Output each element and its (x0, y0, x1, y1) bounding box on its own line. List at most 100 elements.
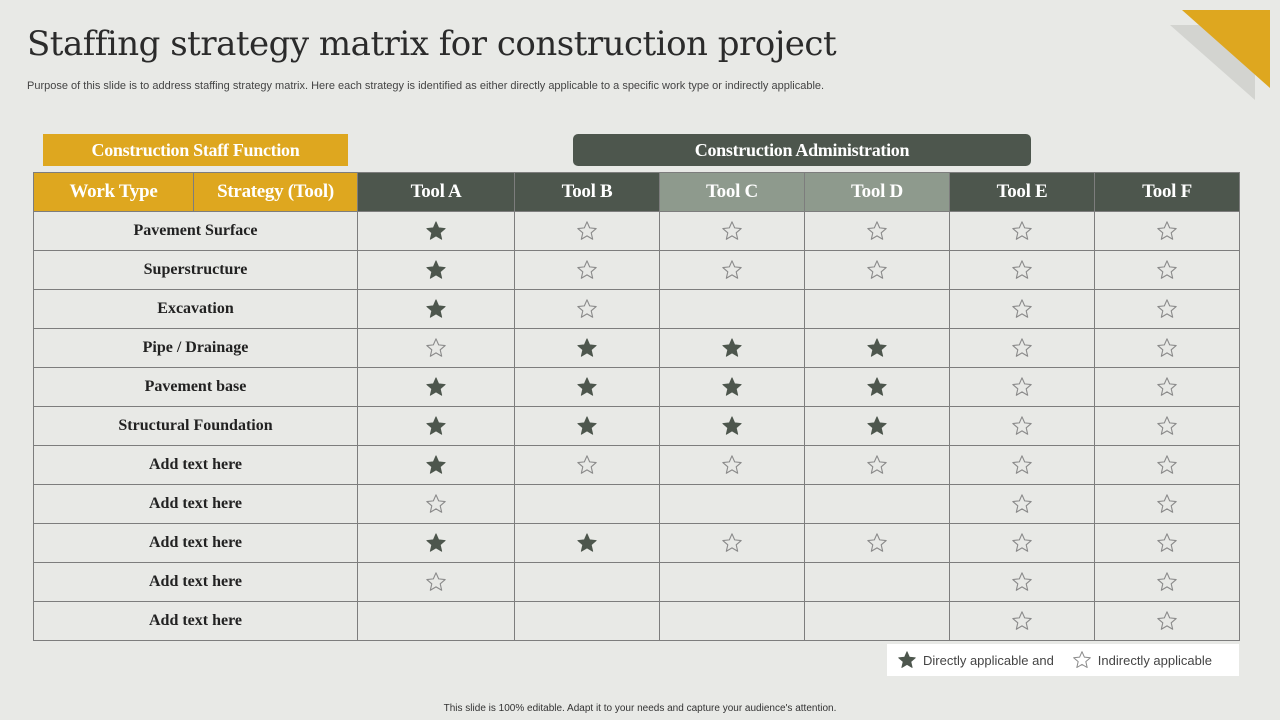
tool-e-cell (949, 211, 1095, 251)
table-row: Excavation (33, 289, 1240, 329)
footer-note: This slide is 100% editable. Adapt it to… (443, 703, 837, 714)
work-type-cell: Add text here (33, 601, 358, 641)
outline-star-icon (722, 221, 742, 240)
header-row: Work Type Strategy (Tool) Tool A Tool B … (33, 172, 1240, 212)
column-header-tool-a: Tool A (357, 172, 515, 212)
outline-star-icon (1012, 533, 1032, 552)
outline-star-icon (577, 455, 597, 474)
tool-c-cell (659, 406, 805, 446)
tool-a-cell (357, 211, 515, 251)
work-type-cell: Add text here (33, 562, 358, 602)
tool-e-cell (949, 250, 1095, 290)
legend-indirect: Indirectly applicable (1072, 650, 1212, 670)
tool-c-cell (659, 523, 805, 563)
tool-a-cell (357, 601, 515, 641)
outline-star-icon (426, 494, 446, 513)
outline-star-icon (722, 260, 742, 279)
tool-d-cell (804, 367, 950, 407)
tool-b-cell (514, 445, 660, 485)
legend-indirect-label: Indirectly applicable (1097, 652, 1212, 668)
work-type-cell: Add text here (33, 445, 358, 485)
tool-b-cell (514, 406, 660, 446)
table-row: Pavement Surface (33, 211, 1240, 251)
filled-star-icon (577, 338, 597, 357)
tool-b-cell (514, 211, 660, 251)
tool-c-cell (659, 328, 805, 368)
table-row: Add text here (33, 523, 1240, 563)
outline-star-icon (1012, 494, 1032, 513)
tool-c-cell (659, 445, 805, 485)
column-header-strategy: Strategy (Tool) (193, 172, 358, 212)
outline-star-icon (1012, 611, 1032, 630)
tool-d-cell (804, 523, 950, 563)
work-type-cell: Structural Foundation (33, 406, 358, 446)
tool-e-cell (949, 445, 1095, 485)
tool-c-cell (659, 601, 805, 641)
column-header-tool-f: Tool F (1094, 172, 1240, 212)
page-subtitle: Purpose of this slide is to address staf… (27, 80, 825, 92)
tool-c-cell (659, 289, 805, 329)
tool-a-cell (357, 445, 515, 485)
outline-star-icon (1157, 299, 1177, 318)
tool-c-cell (659, 484, 805, 524)
column-header-tool-b: Tool B (514, 172, 660, 212)
tool-a-cell (357, 562, 515, 602)
matrix-body: Pavement Surface Superstructure Excavation… (33, 211, 1240, 641)
tool-f-cell (1094, 484, 1240, 524)
tool-c-cell (659, 367, 805, 407)
outline-star-icon (722, 455, 742, 474)
tool-e-cell (949, 484, 1095, 524)
work-type-cell: Pipe / Drainage (33, 328, 358, 368)
tool-f-cell (1094, 289, 1240, 329)
tool-d-cell (804, 406, 950, 446)
filled-star-icon (722, 416, 742, 435)
filled-star-icon (867, 416, 887, 435)
filled-star-icon (426, 377, 446, 396)
filled-star-icon (426, 455, 446, 474)
filled-star-icon (426, 260, 446, 279)
filled-star-icon (426, 221, 446, 240)
outline-star-icon (867, 260, 887, 279)
work-type-cell: Pavement base (33, 367, 358, 407)
work-type-cell: Superstructure (33, 250, 358, 290)
tool-c-cell (659, 211, 805, 251)
outline-star-icon (577, 299, 597, 318)
tool-f-cell (1094, 211, 1240, 251)
tool-e-cell (949, 289, 1095, 329)
tool-d-cell (804, 250, 950, 290)
filled-star-icon (577, 377, 597, 396)
tool-d-cell (804, 289, 950, 329)
tool-a-cell (357, 289, 515, 329)
staff-function-header: Construction Staff Function (43, 134, 348, 166)
filled-star-icon (722, 338, 742, 357)
table-row: Superstructure (33, 250, 1240, 290)
tool-d-cell (804, 328, 950, 368)
table-row: Add text here (33, 484, 1240, 524)
tool-d-cell (804, 445, 950, 485)
tool-f-cell (1094, 601, 1240, 641)
strategy-matrix-table: Work Type Strategy (Tool) Tool A Tool B … (33, 172, 1240, 641)
legend: Directly applicable and Indirectly appli… (887, 644, 1239, 676)
filled-star-icon (577, 533, 597, 552)
tool-e-cell (949, 562, 1095, 602)
filled-star-icon (426, 533, 446, 552)
tool-b-cell (514, 523, 660, 563)
tool-d-cell (804, 601, 950, 641)
outline-star-icon (1157, 572, 1177, 591)
outline-star-icon (1157, 455, 1177, 474)
tool-d-cell (804, 211, 950, 251)
tool-b-cell (514, 367, 660, 407)
table-row: Pipe / Drainage (33, 328, 1240, 368)
tool-b-cell (514, 328, 660, 368)
table-row: Pavement base (33, 367, 1240, 407)
tool-f-cell (1094, 328, 1240, 368)
outline-star-icon (1012, 377, 1032, 396)
tool-f-cell (1094, 562, 1240, 602)
tool-b-cell (514, 562, 660, 602)
outline-star-icon (577, 221, 597, 240)
tool-f-cell (1094, 406, 1240, 446)
outline-star-icon (722, 533, 742, 552)
administration-header: Construction Administration (573, 134, 1031, 166)
outline-star-icon (1157, 260, 1177, 279)
column-header-work-type: Work Type (33, 172, 194, 212)
